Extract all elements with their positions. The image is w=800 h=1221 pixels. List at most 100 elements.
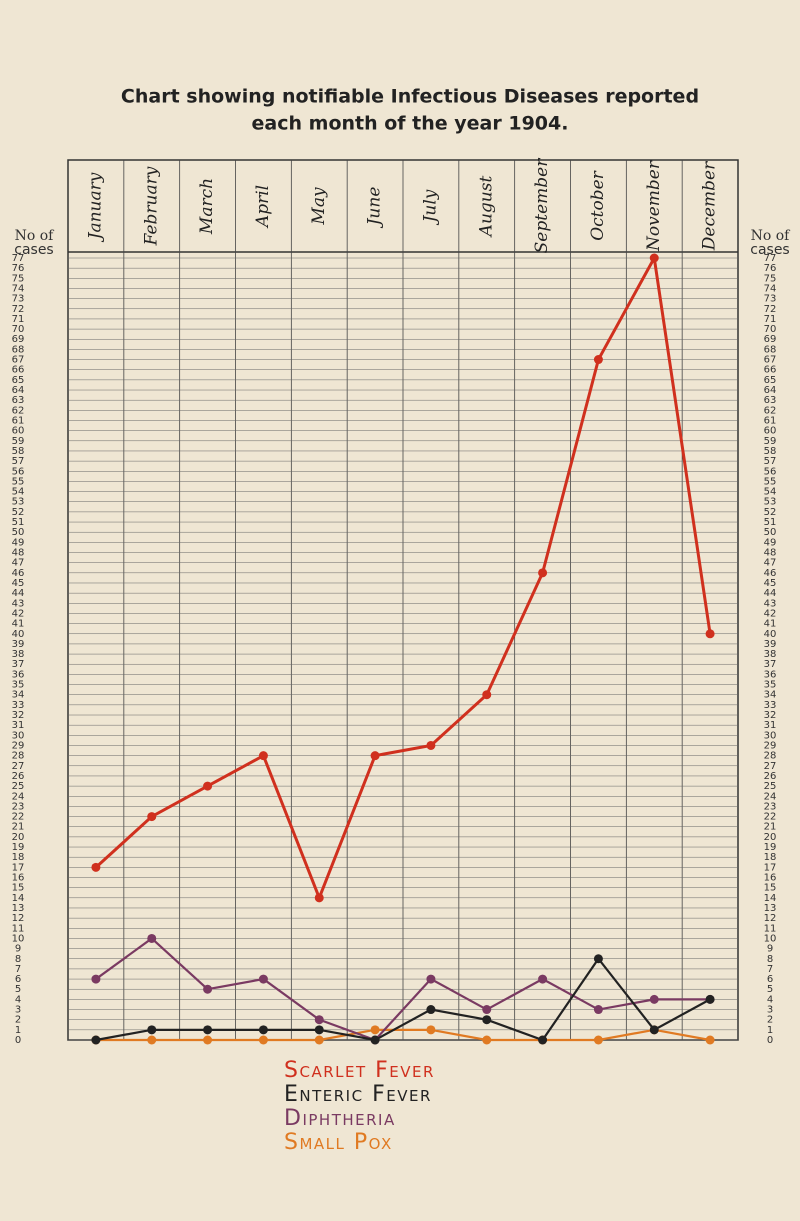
x-tick-label: November [644, 160, 664, 252]
y-axis-label: cases [750, 242, 789, 258]
y-tick-label: 27 [12, 761, 25, 772]
y-tick-label: 47 [12, 558, 25, 569]
y-tick-label: 40 [12, 629, 25, 640]
y-tick-label: 18 [12, 852, 25, 863]
y-tick-label: 44 [764, 588, 777, 599]
y-tick-label: 73 [764, 294, 777, 305]
data-point [314, 1035, 324, 1045]
data-point [258, 1035, 268, 1045]
y-tick-label: 57 [12, 456, 25, 467]
y-tick-label: 23 [12, 801, 25, 812]
data-point [370, 1035, 380, 1045]
y-tick-label: 77 [12, 253, 25, 264]
data-point [426, 1025, 436, 1035]
data-point [258, 1025, 268, 1035]
y-tick-label: 19 [764, 842, 777, 853]
y-tick-label: 27 [764, 761, 777, 772]
chart-title: Chart showing notifiable Infectious Dise… [121, 86, 699, 108]
y-tick-label: 23 [764, 801, 777, 812]
y-tick-label: 72 [764, 304, 777, 315]
data-point [538, 1035, 548, 1045]
y-tick-label: 47 [764, 558, 777, 569]
y-tick-label: 52 [764, 507, 777, 518]
y-tick-label: 67 [12, 355, 25, 366]
y-tick-label: 66 [764, 365, 777, 376]
y-tick-label: 11 [764, 923, 777, 934]
x-tick-label: May [309, 187, 329, 226]
y-tick-label: 33 [764, 700, 777, 711]
y-tick-label: 35 [764, 680, 777, 691]
y-tick-label: 61 [12, 415, 25, 426]
y-tick-label: 31 [764, 720, 777, 731]
data-point [314, 1025, 324, 1035]
y-tick-label: 35 [12, 680, 25, 691]
y-tick-label: 59 [764, 436, 777, 447]
data-point [649, 994, 659, 1004]
legend-label: Scarlet Fever [284, 1058, 435, 1083]
y-tick-label: 5 [767, 984, 773, 995]
y-tick-label: 73 [12, 294, 25, 305]
chart-subtitle: each month of the year 1904. [252, 113, 569, 135]
data-point [426, 974, 436, 984]
y-tick-label: 12 [764, 913, 777, 924]
y-tick-label: 15 [764, 883, 777, 894]
data-point [91, 974, 101, 984]
y-tick-label: 10 [764, 933, 777, 944]
y-tick-label: 5 [15, 984, 21, 995]
y-tick-label: 67 [764, 355, 777, 366]
series-line [95, 956, 711, 1042]
y-tick-label: 55 [12, 476, 25, 487]
y-tick-label: 63 [764, 395, 777, 406]
x-tick-label: August [476, 176, 496, 239]
y-tick-label: 71 [12, 314, 25, 325]
data-point [593, 355, 603, 365]
y-tick-label: 7 [15, 964, 21, 975]
y-tick-label: 31 [12, 720, 25, 731]
y-tick-label: 41 [764, 619, 777, 630]
y-tick-label: 50 [12, 527, 25, 538]
y-tick-label: 34 [12, 690, 25, 701]
y-tick-label: 28 [764, 751, 777, 762]
y-tick-label: 65 [764, 375, 777, 386]
y-tick-label: 33 [12, 700, 25, 711]
y-tick-label: 54 [12, 487, 25, 498]
y-tick-label: 45 [12, 578, 25, 589]
y-tick-label: 64 [12, 385, 25, 396]
y-tick-label: 30 [12, 730, 25, 741]
y-tick-label: 62 [764, 405, 777, 416]
y-tick-label: 17 [764, 862, 777, 873]
y-tick-label: 77 [764, 253, 777, 264]
y-tick-label: 43 [12, 598, 25, 609]
y-tick-label: 32 [764, 710, 777, 721]
y-tick-label: 17 [12, 862, 25, 873]
y-tick-label: 75 [764, 273, 777, 284]
y-tick-label: 8 [767, 954, 773, 965]
y-tick-label: 70 [764, 324, 777, 335]
x-tick-label: September [532, 158, 552, 254]
y-tick-label: 0 [15, 1035, 21, 1046]
y-tick-label: 36 [12, 669, 25, 680]
y-tick-label: 43 [764, 598, 777, 609]
y-tick-label: 11 [12, 923, 25, 934]
y-tick-label: 48 [764, 548, 777, 559]
data-point [203, 1035, 213, 1045]
data-point [258, 974, 268, 984]
y-tick-label: 42 [764, 608, 777, 619]
data-point [426, 740, 436, 750]
data-point [593, 954, 603, 964]
y-tick-label: 44 [12, 588, 25, 599]
y-tick-label: 76 [12, 263, 25, 274]
y-tick-label: 49 [764, 537, 777, 548]
y-tick-label: 58 [764, 446, 777, 457]
y-tick-label: 50 [764, 527, 777, 538]
data-point [649, 253, 659, 263]
y-tick-label: 21 [12, 822, 25, 833]
y-tick-label: 56 [12, 466, 25, 477]
y-tick-label: 64 [764, 385, 777, 396]
y-tick-label: 38 [12, 649, 25, 660]
y-tick-label: 4 [15, 994, 21, 1005]
y-tick-label: 34 [764, 690, 777, 701]
data-point [91, 862, 101, 872]
y-tick-label: 65 [12, 375, 25, 386]
